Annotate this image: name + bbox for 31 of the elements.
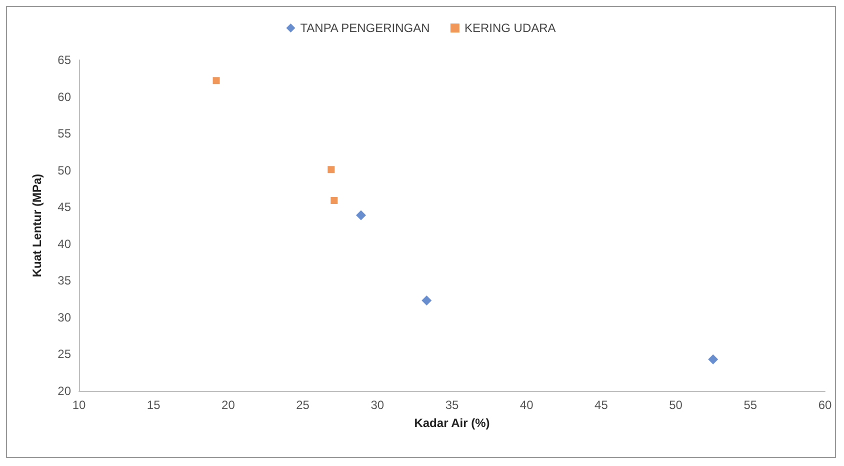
x-tick-label: 40 bbox=[520, 398, 534, 412]
x-tick-label: 15 bbox=[146, 398, 161, 412]
y-tick-label: 20 bbox=[58, 384, 72, 398]
y-tick-label: 30 bbox=[58, 310, 72, 324]
y-tick-label: 50 bbox=[58, 163, 72, 178]
point bbox=[356, 210, 366, 220]
x-tick-label: 55 bbox=[744, 398, 758, 412]
y-tick-label: 35 bbox=[58, 274, 72, 288]
legend-label: KERING UDARA bbox=[464, 21, 556, 35]
x-tick-label: 50 bbox=[669, 398, 683, 412]
y-tick-label: 65 bbox=[58, 53, 72, 67]
y-tick-label: 40 bbox=[58, 236, 72, 251]
y-tick-label: 25 bbox=[58, 347, 72, 362]
y-axis-title: Kuat Lentur (MPa) bbox=[30, 174, 44, 278]
x-tick-label: 35 bbox=[445, 398, 459, 412]
point bbox=[330, 196, 338, 204]
x-tick-label: 45 bbox=[594, 398, 608, 412]
y-tick-label: 60 bbox=[58, 90, 72, 104]
x-tick-label: 30 bbox=[370, 398, 384, 412]
x-tick-label: 60 bbox=[818, 398, 832, 412]
x-axis-title: Kadar Air (%) bbox=[414, 416, 490, 430]
x-tick-label: 10 bbox=[72, 398, 86, 412]
point bbox=[212, 77, 220, 84]
point bbox=[708, 354, 718, 364]
y-tick-label: 55 bbox=[58, 126, 72, 141]
y-tick-label: 45 bbox=[58, 200, 72, 214]
legend-label: TANPA PENGERINGAN bbox=[300, 21, 430, 35]
x-tick-label: 20 bbox=[222, 398, 236, 412]
x-tick-label: 25 bbox=[296, 398, 310, 412]
point bbox=[328, 166, 335, 174]
point bbox=[422, 296, 432, 306]
